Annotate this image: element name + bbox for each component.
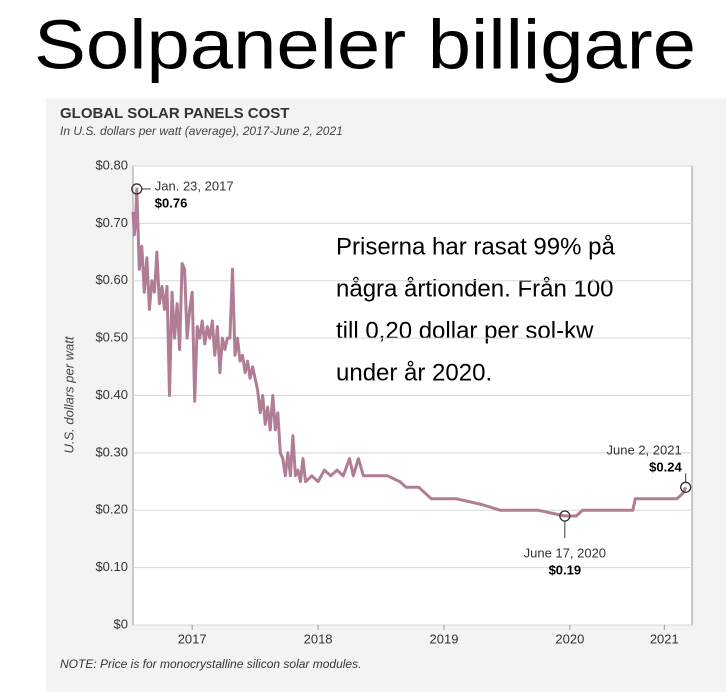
x-tick-label: 2018 <box>304 631 333 646</box>
heading: Solpaneler billigare <box>34 5 696 83</box>
y-tick-label: $0.50 <box>95 330 128 345</box>
y-tick-label: $0.20 <box>95 502 128 517</box>
annotation-value: $0.76 <box>155 195 188 210</box>
chart-title: GLOBAL SOLAR PANELS COST <box>60 105 289 122</box>
overlay-text-line: några årtionden. Från 100 <box>336 275 614 302</box>
x-tick-label: 2020 <box>555 631 584 646</box>
annotation-value: $0.24 <box>649 460 682 475</box>
y-tick-label: $0.80 <box>95 157 128 172</box>
chart-subtitle: In U.S. dollars per watt (average), 2017… <box>60 124 343 138</box>
annotation-value: $0.19 <box>549 562 582 577</box>
y-tick-label: $0.70 <box>95 215 128 230</box>
note: NOTE: Price is for monocrystalline silic… <box>60 657 361 671</box>
x-tick-label: 2021 <box>650 631 679 646</box>
price-line <box>131 187 688 518</box>
annotation-label: June 17, 2020 <box>524 545 606 560</box>
x-tick-label: 2019 <box>430 631 459 646</box>
y-tick-label: $0.30 <box>95 444 128 459</box>
annotation-label: Jan. 23, 2017 <box>155 178 234 193</box>
y-tick-label: $0.60 <box>95 272 128 287</box>
x-tick-label: 2017 <box>178 631 207 646</box>
overlay-text-line: till 0,20 dollar per sol-kw <box>336 317 594 344</box>
y-tick-label: $0.40 <box>95 387 128 402</box>
annotation-label: June 2, 2021 <box>607 443 682 458</box>
y-tick-label: $0 <box>114 616 128 631</box>
overlay-text-line: Priserna har rasat 99% på <box>336 233 615 260</box>
overlay-text-line: under år 2020. <box>336 359 492 386</box>
y-tick-label: $0.10 <box>95 559 128 574</box>
y-axis-label: U.S. dollars per watt <box>61 335 76 453</box>
